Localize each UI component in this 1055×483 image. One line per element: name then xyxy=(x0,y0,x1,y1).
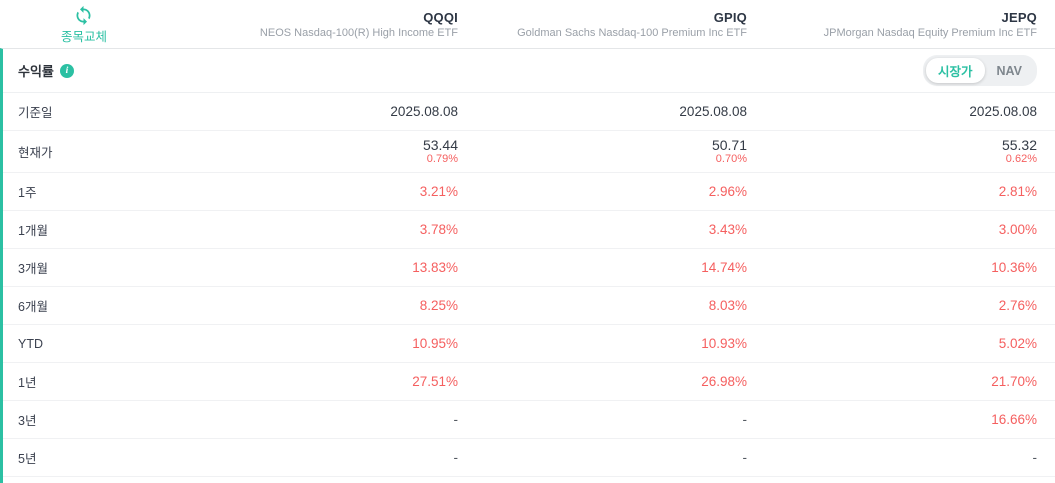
cell-gpiq: 50.71 0.70% xyxy=(458,137,747,167)
column-header-qqqi: QQQI NEOS Nasdaq-100(R) High Income ETF xyxy=(168,10,458,39)
cell-qqqi: 53.44 0.79% xyxy=(168,137,458,167)
cell-gpiq: 3.43% xyxy=(708,222,747,237)
table-row-5y: 5년 - - - xyxy=(3,439,1055,477)
toggle-market-price[interactable]: 시장가 xyxy=(926,58,985,83)
column-header-jepq: JEPQ JPMorgan Nasdaq Equity Premium Inc … xyxy=(747,10,1037,39)
price-value: 50.71 xyxy=(711,136,747,153)
cell-jepq: 21.70% xyxy=(991,374,1037,389)
cell-qqqi: 2025.08.08 xyxy=(390,104,458,119)
refresh-icon xyxy=(73,5,94,26)
row-label: 5년 xyxy=(18,452,37,466)
ticker-jepq: JEPQ xyxy=(1001,9,1037,25)
price-value: 53.44 xyxy=(422,136,458,153)
row-label: 3개월 xyxy=(18,262,48,276)
fund-name-gpiq: Goldman Sachs Nasdaq-100 Premium Inc ETF xyxy=(517,26,747,39)
row-label: 3년 xyxy=(18,414,37,428)
cell-jepq: 2025.08.08 xyxy=(969,104,1037,119)
toggle-nav[interactable]: NAV xyxy=(996,63,1022,78)
table-row-1m: 1개월 3.78% 3.43% 3.00% xyxy=(3,211,1055,249)
cell-jepq: 3.00% xyxy=(998,222,1037,237)
row-label: 기준일 xyxy=(18,106,53,120)
cell-jepq: 10.36% xyxy=(991,260,1037,275)
table-row-3y: 3년 - - 16.66% xyxy=(3,401,1055,439)
cell-gpiq: 2.96% xyxy=(708,184,747,199)
cell-jepq: 5.02% xyxy=(998,336,1037,351)
fund-name-qqqi: NEOS Nasdaq-100(R) High Income ETF xyxy=(259,26,458,39)
fund-name-jepq: JPMorgan Nasdaq Equity Premium Inc ETF xyxy=(823,26,1037,39)
cell-jepq: 2.76% xyxy=(998,298,1037,313)
row-label: 6개월 xyxy=(18,300,48,314)
column-header-gpiq: GPIQ Goldman Sachs Nasdaq-100 Premium In… xyxy=(458,10,747,39)
cell-jepq: 55.32 0.62% xyxy=(747,137,1037,167)
ticker-qqqi: QQQI xyxy=(423,9,458,25)
cell-gpiq: 10.93% xyxy=(701,336,747,351)
cell-jepq: - xyxy=(1032,450,1038,465)
table-row-current-price: 현재가 53.44 0.79% 50.71 0.70% 55.32 0.62% xyxy=(3,131,1055,173)
cell-qqqi: 13.83% xyxy=(412,260,458,275)
cell-gpiq: 26.98% xyxy=(701,374,747,389)
row-label: 1개월 xyxy=(18,224,48,238)
price-change: 0.62% xyxy=(1005,153,1037,166)
cell-gpiq: - xyxy=(742,412,748,427)
cell-gpiq: 8.03% xyxy=(708,298,747,313)
table-row-6m: 6개월 8.25% 8.03% 2.76% xyxy=(3,287,1055,325)
comparison-header: 종목교체 QQQI NEOS Nasdaq-100(R) High Income… xyxy=(0,0,1055,48)
table-row-base-date: 기준일 2025.08.08 2025.08.08 2025.08.08 xyxy=(3,93,1055,131)
row-label: 현재가 xyxy=(18,146,53,160)
cell-gpiq: 2025.08.08 xyxy=(679,104,747,119)
cell-qqqi: - xyxy=(453,450,459,465)
table-row-3m: 3개월 13.83% 14.74% 10.36% xyxy=(3,249,1055,287)
table-row-1y: 1년 27.51% 26.98% 21.70% xyxy=(3,363,1055,401)
info-icon[interactable]: i xyxy=(59,63,74,78)
cell-qqqi: 8.25% xyxy=(419,298,458,313)
price-nav-toggle: 시장가 NAV xyxy=(923,55,1037,86)
switch-ticker-button[interactable]: 종목교체 xyxy=(61,3,107,45)
row-label: 1주 xyxy=(18,186,37,200)
returns-title-row: 수익률 i 시장가 NAV xyxy=(3,49,1055,93)
cell-qqqi: 10.95% xyxy=(412,336,458,351)
row-label: YTD xyxy=(18,336,43,351)
cell-jepq: 16.66% xyxy=(991,412,1037,427)
switch-ticker-label: 종목교체 xyxy=(60,30,107,44)
cell-qqqi: - xyxy=(453,412,459,427)
section-title: 수익률 xyxy=(18,64,54,79)
row-label: 1년 xyxy=(18,376,37,390)
price-value: 55.32 xyxy=(1001,136,1037,153)
ticker-gpiq: GPIQ xyxy=(713,9,747,25)
cell-qqqi: 27.51% xyxy=(412,374,458,389)
table-row-1w: 1주 3.21% 2.96% 2.81% xyxy=(3,173,1055,211)
cell-qqqi: 3.78% xyxy=(419,222,458,237)
returns-section: 수익률 i 시장가 NAV 기준일 2025.08.08 2025.08.08 … xyxy=(0,48,1055,483)
cell-gpiq: 14.74% xyxy=(701,260,747,275)
price-change: 0.70% xyxy=(715,153,747,166)
table-row-ytd: YTD 10.95% 10.93% 5.02% xyxy=(3,325,1055,363)
price-change: 0.79% xyxy=(426,153,458,166)
cell-gpiq: - xyxy=(742,450,748,465)
cell-qqqi: 3.21% xyxy=(419,184,458,199)
cell-jepq: 2.81% xyxy=(998,184,1037,199)
